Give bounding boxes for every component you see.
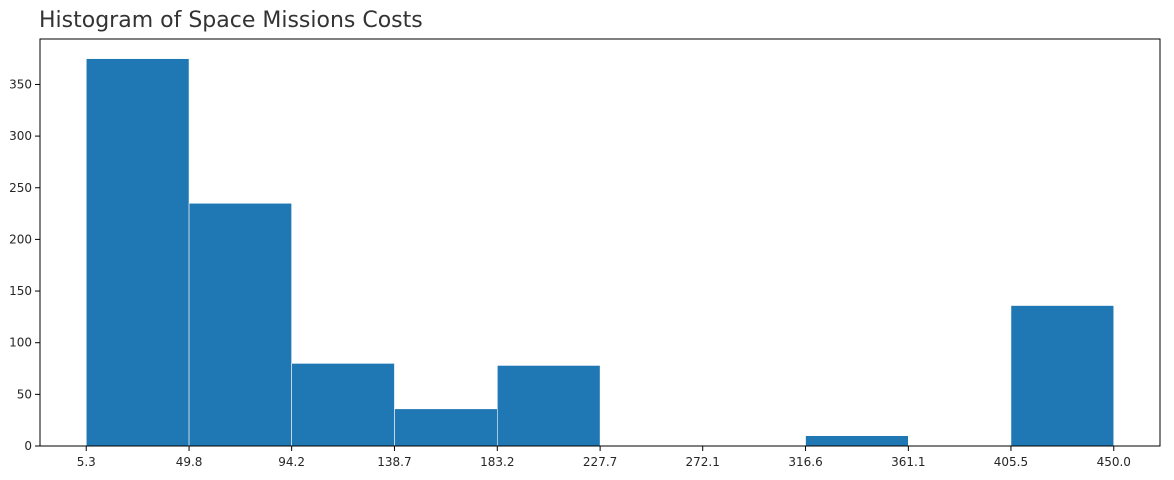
x-tick-label: 49.8: [176, 455, 203, 469]
x-tick-label: 5.3: [77, 455, 96, 469]
x-tick-label: 272.1: [686, 455, 720, 469]
histogram-bar: [496, 365, 601, 447]
x-tick-label: 450.0: [1097, 455, 1131, 469]
y-tick-label: 100: [9, 336, 32, 350]
y-tick-label: 200: [9, 232, 32, 246]
histogram-bar: [394, 408, 498, 447]
y-tick-label: 250: [9, 181, 32, 195]
x-tick-label: 361.1: [891, 455, 925, 469]
histogram-bar: [805, 435, 909, 447]
histogram-bar: [85, 58, 190, 447]
bars-group: [85, 58, 1115, 447]
y-axis: 0 50 100 150 200 250 300 350: [9, 77, 40, 453]
x-axis: 5.3 49.8 94.2 138.7 183.2 227.7 272.1 316.6 361.…: [77, 446, 1131, 469]
x-tick-label: 183.2: [480, 455, 514, 469]
y-tick-label: 350: [9, 77, 32, 91]
y-tick-label: 300: [9, 129, 32, 143]
x-tick-label: 94.2: [278, 455, 305, 469]
histogram-bar: [1010, 305, 1115, 447]
y-tick-label: 0: [24, 439, 32, 453]
chart-title: Histogram of Space Missions Costs: [39, 8, 423, 33]
histogram-bar: [188, 202, 292, 447]
x-tick-label: 138.7: [377, 455, 411, 469]
histogram-bar: [291, 363, 395, 447]
x-tick-label: 316.6: [788, 455, 822, 469]
y-tick-label: 50: [17, 387, 32, 401]
y-tick-label: 150: [9, 284, 32, 298]
x-tick-label: 405.5: [994, 455, 1028, 469]
x-tick-label: 227.7: [583, 455, 617, 469]
